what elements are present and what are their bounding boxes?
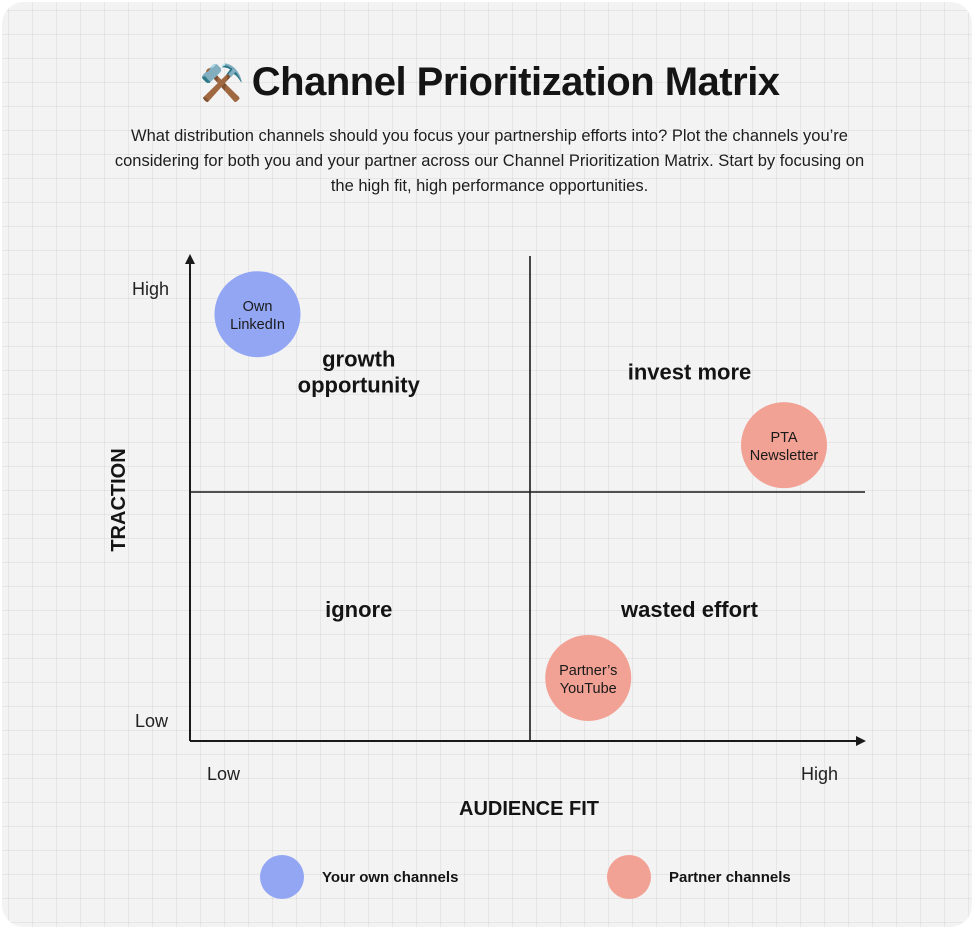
channel-point bbox=[545, 634, 632, 721]
quadrant-label-wasted-effort: wasted effort bbox=[620, 597, 759, 622]
legend-own-swatch bbox=[260, 855, 304, 899]
title-text: Channel Prioritization Matrix bbox=[251, 60, 780, 104]
x-tick-high: High bbox=[801, 764, 838, 784]
quadrant-label-ignore: ignore bbox=[325, 597, 392, 622]
quadrant-label-invest-more: invest more bbox=[628, 359, 752, 384]
legend-partner-swatch bbox=[607, 855, 651, 899]
channel-label: Own LinkedIn bbox=[230, 299, 285, 333]
y-axis-title: TRACTION bbox=[108, 448, 130, 551]
channel-point bbox=[741, 402, 827, 489]
x-axis-title: AUDIENCE FIT bbox=[459, 798, 599, 820]
y-tick-low: Low bbox=[135, 711, 169, 731]
hammer-pick-icon: ⚒️ bbox=[199, 63, 244, 104]
channel-bubble-own-linkedin: Own LinkedIn bbox=[214, 271, 301, 358]
legend-own: Your own channels bbox=[260, 855, 458, 899]
y-tick-high: High bbox=[132, 279, 169, 299]
channel-bubble-partners-youtube: Partner’s YouTube bbox=[545, 634, 632, 721]
channel-point bbox=[214, 271, 301, 358]
legend-partner: Partner channels bbox=[607, 855, 791, 899]
channel-label: Partner’s YouTube bbox=[559, 663, 617, 697]
quadrant-label-growth-opportunity: growth opportunity bbox=[298, 346, 421, 397]
legend-partner-label: Partner channels bbox=[669, 868, 791, 886]
channel-label: PTA Newsletter bbox=[750, 430, 819, 464]
channel-bubble-pta-newsletter: PTA Newsletter bbox=[741, 402, 827, 489]
page-subtitle: What distribution channels should you fo… bbox=[114, 127, 865, 195]
x-tick-low: Low bbox=[207, 764, 241, 784]
page-title: ⚒️ Channel Prioritization Matrix bbox=[2, 60, 972, 105]
legend-own-label: Your own channels bbox=[322, 868, 459, 886]
